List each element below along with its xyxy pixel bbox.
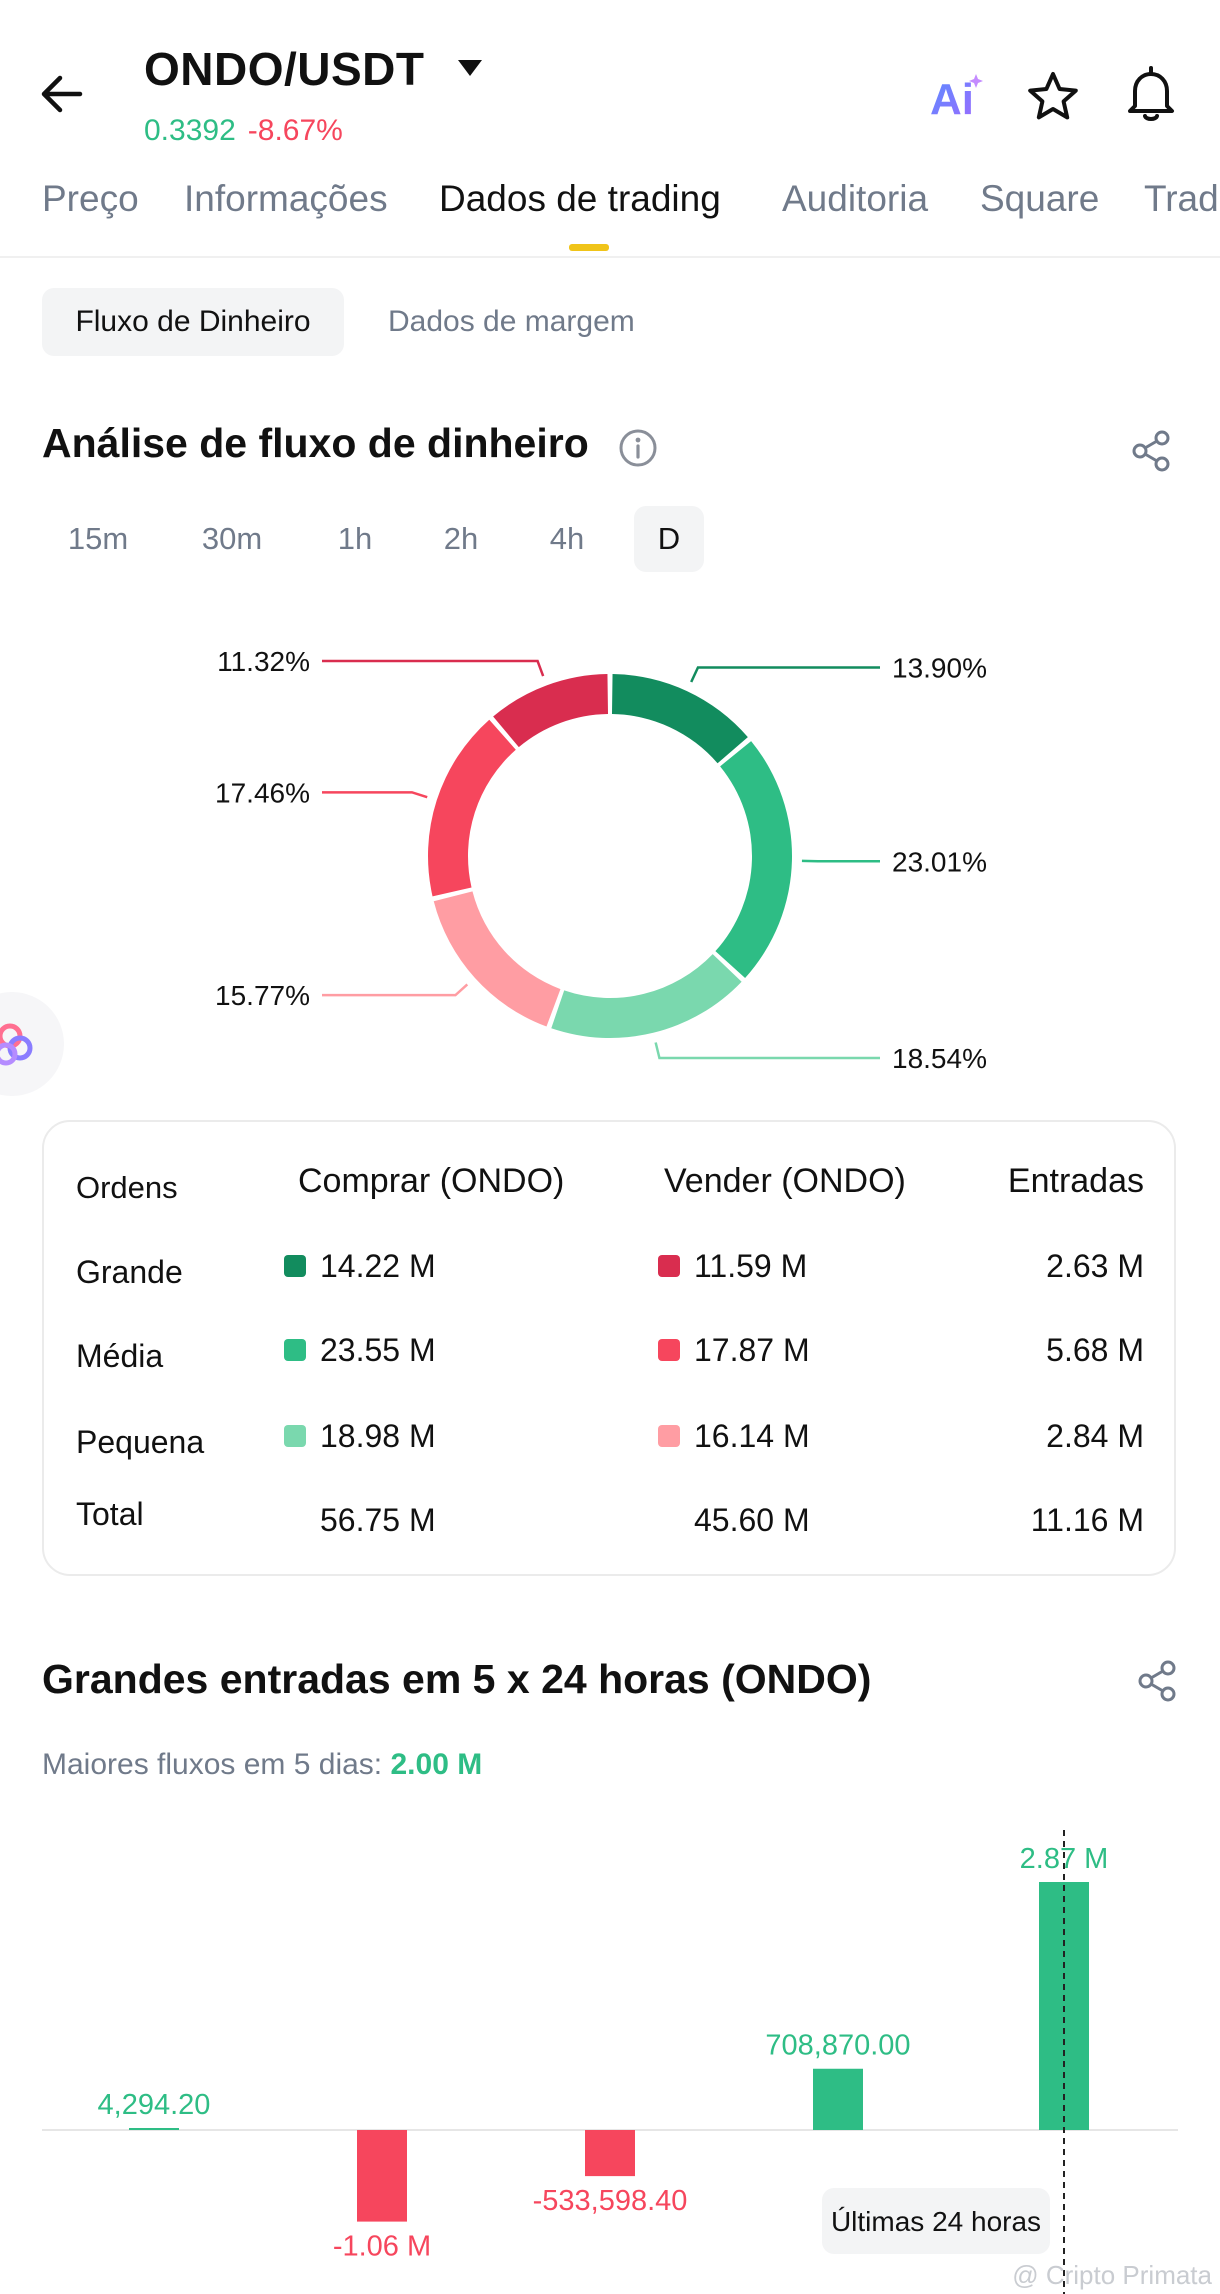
header-inflow: Entradas bbox=[1007, 1162, 1144, 1200]
back-arrow-icon[interactable] bbox=[34, 62, 98, 126]
price-row: 0.3392 -8.67% bbox=[144, 114, 343, 148]
header-orders: Ordens bbox=[76, 1170, 178, 1205]
slice-buy-small-leader bbox=[654, 1042, 880, 1060]
row-sell-value: 17.87 M bbox=[658, 1332, 810, 1369]
tab-informacoes[interactable]: Informações bbox=[184, 178, 388, 219]
last-price: 0.3392 bbox=[144, 114, 236, 147]
tab-square[interactable]: Square bbox=[980, 178, 1100, 219]
slice-buy-large bbox=[611, 674, 748, 764]
row-label: Pequena bbox=[76, 1424, 205, 1460]
slice-sell-large bbox=[493, 674, 609, 748]
watermark: @ Cripto Primata bbox=[1012, 2260, 1212, 2290]
bar-2-label: -1.06 M bbox=[333, 2231, 431, 2263]
bar-1 bbox=[129, 2128, 179, 2130]
row-buy-value: 14.22 M bbox=[284, 1248, 436, 1285]
timeframe-1h[interactable]: 1h bbox=[337, 521, 373, 556]
buy-medium-swatch bbox=[284, 1338, 306, 1361]
floating-assistant-button[interactable] bbox=[0, 992, 64, 1096]
header-buy: Comprar (ONDO) bbox=[298, 1162, 565, 1200]
row-inflow-value: 2.84 M bbox=[1046, 1418, 1144, 1454]
slice-buy-large-label: 13.90% bbox=[892, 653, 987, 684]
tooltip-label: Últimas 24 horas bbox=[831, 2206, 1041, 2237]
total-sell-value: 45.60 M bbox=[694, 1502, 810, 1538]
row-label: Média bbox=[76, 1338, 164, 1374]
slice-sell-medium-label: 17.46% bbox=[215, 777, 310, 808]
slice-sell-medium bbox=[428, 719, 516, 897]
timeframe-30m[interactable]: 30m bbox=[201, 521, 263, 556]
money-flow-table: Ordens Comprar (ONDO) Vender (ONDO) Entr… bbox=[42, 1120, 1176, 1576]
row-label: Grande bbox=[76, 1254, 183, 1290]
row-inflow-value: 2.63 M bbox=[1046, 1248, 1144, 1284]
slice-buy-medium-label: 23.01% bbox=[892, 846, 987, 877]
big-inflows-subtitle: Maiores fluxos em 5 dias: 2.00 M bbox=[42, 1748, 482, 1782]
timeframe-2h[interactable]: 2h bbox=[443, 521, 479, 556]
row-inflow-value: 5.68 M bbox=[1046, 1332, 1144, 1368]
buy-small-swatch bbox=[284, 1424, 306, 1447]
timeframe-d[interactable]: D bbox=[634, 506, 704, 572]
bar-3-label: -533,598.40 bbox=[533, 2185, 688, 2217]
timeframe-4h[interactable]: 4h bbox=[549, 521, 585, 556]
bar-1-label: 4,294.20 bbox=[98, 2089, 211, 2121]
bar-5-label: 2.87 M bbox=[1020, 1843, 1109, 1875]
tab-trad[interactable]: Trad bbox=[1144, 178, 1219, 219]
notification-bell-icon[interactable] bbox=[1122, 64, 1180, 124]
favorite-star-icon[interactable] bbox=[1024, 68, 1082, 126]
subtab-money-flow[interactable]: Fluxo de Dinheiro bbox=[42, 288, 344, 356]
sell-small-swatch bbox=[658, 1424, 680, 1447]
sell-large-swatch bbox=[658, 1254, 680, 1277]
pair-title[interactable]: ONDO/USDT bbox=[144, 43, 425, 95]
tab-auditoria[interactable]: Auditoria bbox=[782, 178, 929, 219]
tab-preco[interactable]: Preço bbox=[42, 178, 139, 219]
sell-medium-swatch bbox=[658, 1338, 680, 1361]
ai-label: Ai bbox=[930, 75, 974, 120]
assistant-icon bbox=[0, 1023, 33, 1066]
slice-buy-small-label: 18.54% bbox=[892, 1043, 987, 1074]
slice-sell-small-label: 15.77% bbox=[215, 980, 310, 1011]
last-24h-tooltip: Últimas 24 horas bbox=[822, 2188, 1050, 2254]
tab-dados-de-trading[interactable]: Dados de trading bbox=[439, 178, 721, 219]
main-tabs: Preço Informações Dados de trading Audit… bbox=[0, 170, 1220, 258]
price-change: -8.67% bbox=[247, 114, 343, 147]
subtab-margin-data[interactable]: Dados de margem bbox=[388, 305, 635, 338]
share-icon[interactable] bbox=[1128, 428, 1174, 474]
caret-down-icon[interactable] bbox=[456, 58, 484, 78]
row-buy-value: 23.55 M bbox=[284, 1332, 436, 1369]
buy-large-swatch bbox=[284, 1254, 306, 1277]
bar-4 bbox=[813, 2068, 863, 2130]
slice-sell-large-label: 11.32% bbox=[217, 646, 310, 677]
row-sell-value: 16.14 M bbox=[658, 1418, 810, 1455]
ai-icon[interactable]: Ai bbox=[928, 72, 984, 120]
info-icon[interactable] bbox=[618, 428, 658, 468]
row-sell-value: 11.59 M bbox=[658, 1248, 807, 1285]
active-tab-indicator bbox=[569, 244, 609, 251]
slice-buy-large-leader bbox=[690, 666, 880, 683]
slice-sell-small-leader bbox=[322, 983, 469, 997]
row-buy-value: 18.98 M bbox=[284, 1418, 436, 1455]
slice-sell-large-leader bbox=[322, 659, 545, 677]
big-inflows-title: Grandes entradas em 5 x 24 horas (ONDO) bbox=[42, 1656, 872, 1702]
slice-buy-medium bbox=[715, 741, 792, 978]
slice-sell-medium-leader bbox=[322, 791, 428, 799]
total-label: Total bbox=[76, 1496, 144, 1532]
share-icon[interactable] bbox=[1134, 1658, 1180, 1704]
money-flow-donut-chart: 13.90% 23.01% 18.54% 15.77% 17.46% 11.32% bbox=[215, 646, 987, 1074]
bar-2 bbox=[357, 2130, 407, 2222]
bar-3 bbox=[585, 2130, 635, 2177]
timeframe-15m[interactable]: 15m bbox=[67, 521, 129, 556]
bar-4-label: 708,870.00 bbox=[765, 2030, 910, 2062]
slice-buy-small bbox=[551, 954, 742, 1038]
subtitle-value: 2.00 M bbox=[390, 1748, 483, 1781]
slice-sell-small bbox=[433, 891, 561, 1027]
total-buy-value: 56.75 M bbox=[320, 1502, 436, 1538]
header-sell: Vender (ONDO) bbox=[664, 1162, 906, 1200]
big-inflows-bar-chart: 4,294.20 -1.06 M -533,598.40 708,870.00 2.87… bbox=[42, 1830, 1213, 2294]
total-inflow-value: 11.16 M bbox=[1030, 1502, 1144, 1538]
money-flow-title: Análise de fluxo de dinheiro bbox=[42, 420, 589, 466]
subtitle-label: Maiores fluxos em 5 dias: bbox=[42, 1748, 383, 1781]
